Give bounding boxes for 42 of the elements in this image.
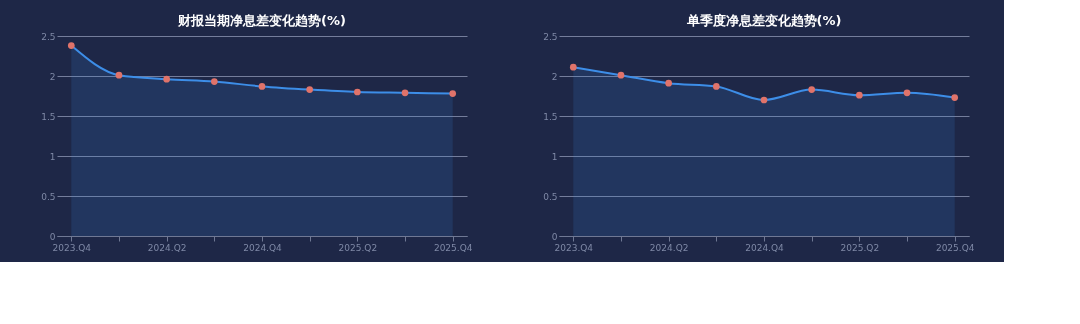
point [258,83,266,90]
y-tick-label: 0 [551,231,558,242]
x-tick-label: 2023.Q4 [52,242,92,253]
point [569,63,577,71]
chart-title: 财报当期净息差变化趋势(%) [177,13,346,28]
x-tick-label: 2024.Q4 [243,242,283,253]
y-tick-label: 0.5 [41,191,56,202]
y-tick-label: 2.5 [41,31,56,42]
y-tick-label: 2 [551,71,558,82]
y-tick-label: 0.5 [543,191,558,202]
point [306,86,314,93]
chart-title: 单季度净息差变化趋势(%) [685,13,842,28]
x-tick-label: 2025.Q4 [433,242,473,253]
x-tick-label: 2024.Q4 [745,242,785,253]
point [115,71,123,79]
point [353,88,361,96]
x-tick-label: 2024.Q2 [649,242,689,253]
point [951,94,959,101]
y-tick-label: 2.5 [543,31,558,42]
point [401,89,409,97]
point [67,42,75,49]
point [210,78,218,85]
y-tick-label: 1.5 [41,111,56,122]
point [903,89,911,97]
y-tick-label: 1 [49,151,56,162]
x-tick-label: 2025.Q2 [840,242,880,253]
y-tick-label: 1.5 [543,111,558,122]
x-tick-label: 2025.Q4 [935,242,975,253]
y-tick-label: 2 [49,71,56,82]
point [855,91,863,99]
point [163,75,171,83]
x-tick-label: 2024.Q2 [147,242,187,253]
y-tick-label: 0 [49,231,56,242]
point [617,71,625,79]
y-tick-label: 1 [551,151,558,162]
point [712,83,720,90]
x-tick-label: 2025.Q2 [338,242,378,253]
point [760,96,768,104]
point [665,79,673,87]
point [449,90,457,97]
x-tick-label: 2023.Q4 [554,242,594,253]
point [808,86,816,93]
